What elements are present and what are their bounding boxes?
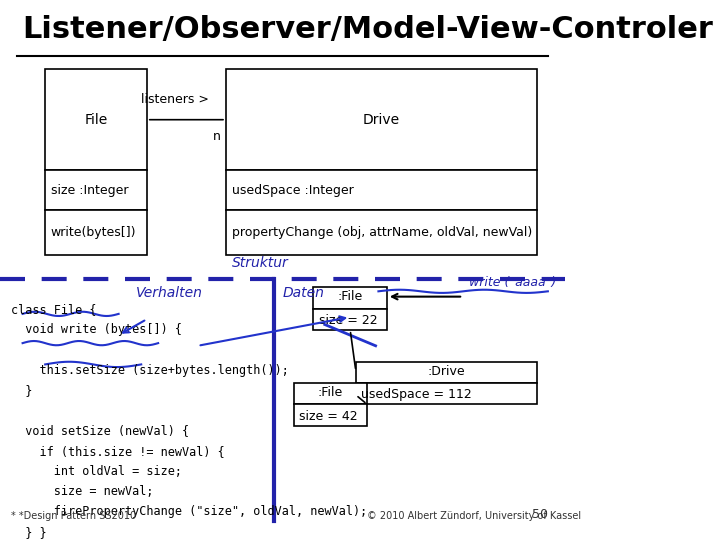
- Text: Listener/Observer/Model-View-Controler: Listener/Observer/Model-View-Controler: [22, 15, 714, 44]
- FancyBboxPatch shape: [45, 210, 147, 255]
- Text: Verhalten: Verhalten: [136, 286, 203, 300]
- Text: n: n: [212, 130, 220, 143]
- Text: } }: } }: [12, 525, 47, 538]
- Text: :File: :File: [318, 386, 343, 399]
- Text: listeners >: listeners >: [141, 93, 209, 106]
- FancyBboxPatch shape: [45, 69, 147, 170]
- Text: * *Design Pattern SS2010: * *Design Pattern SS2010: [12, 511, 136, 521]
- Text: usedSpace = 112: usedSpace = 112: [361, 388, 472, 401]
- Text: size = newVal;: size = newVal;: [12, 485, 154, 498]
- Text: :File: :File: [338, 290, 363, 303]
- Text: write ("aaaa"): write ("aaaa"): [469, 275, 556, 289]
- Text: :Drive: :Drive: [428, 364, 465, 377]
- Text: size = 42: size = 42: [300, 410, 358, 423]
- FancyBboxPatch shape: [313, 308, 387, 330]
- Text: if (this.size != newVal) {: if (this.size != newVal) {: [12, 445, 225, 458]
- Text: void setSize (newVal) {: void setSize (newVal) {: [12, 424, 189, 437]
- Text: size = 22: size = 22: [319, 314, 378, 327]
- Text: }: }: [12, 384, 32, 397]
- Text: class File {: class File {: [12, 303, 96, 316]
- Text: Drive: Drive: [363, 113, 400, 127]
- FancyBboxPatch shape: [294, 383, 367, 404]
- FancyBboxPatch shape: [356, 362, 536, 383]
- Text: size :Integer: size :Integer: [51, 184, 128, 197]
- Text: this.setSize (size+bytes.length());: this.setSize (size+bytes.length());: [12, 364, 289, 377]
- FancyBboxPatch shape: [226, 69, 536, 170]
- Text: Daten: Daten: [282, 286, 324, 300]
- Text: usedSpace :Integer: usedSpace :Integer: [232, 184, 354, 197]
- FancyBboxPatch shape: [45, 170, 147, 210]
- Text: File: File: [84, 113, 108, 127]
- Text: Struktur: Struktur: [231, 256, 288, 269]
- FancyBboxPatch shape: [226, 210, 536, 255]
- FancyBboxPatch shape: [226, 170, 536, 210]
- Text: void write (bytes[]) {: void write (bytes[]) {: [12, 323, 182, 336]
- Text: write(bytes[]): write(bytes[]): [51, 226, 136, 239]
- FancyBboxPatch shape: [356, 383, 536, 404]
- FancyBboxPatch shape: [313, 287, 387, 308]
- FancyBboxPatch shape: [294, 404, 367, 426]
- Text: propertyChange (obj, attrName, oldVal, newVal): propertyChange (obj, attrName, oldVal, n…: [232, 226, 532, 239]
- Text: int oldVal = size;: int oldVal = size;: [12, 465, 182, 478]
- Text: © 2010 Albert Zündorf, University of Kassel: © 2010 Albert Zündorf, University of Kas…: [367, 511, 581, 521]
- Text: firePropertyChange ("size", oldVal, newVal);: firePropertyChange ("size", oldVal, newV…: [12, 505, 367, 518]
- Text: 50: 50: [532, 508, 548, 521]
